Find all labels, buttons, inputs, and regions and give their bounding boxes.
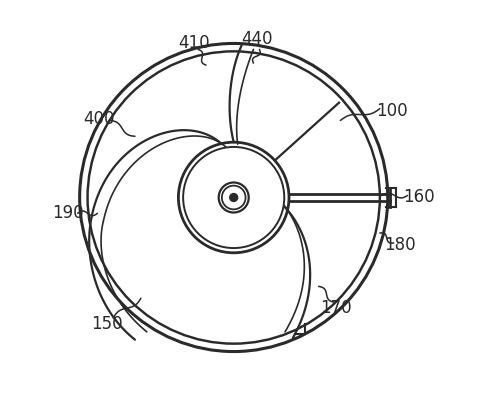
Text: 440: 440 [242, 30, 273, 49]
Circle shape [230, 194, 238, 201]
Text: 190: 190 [52, 204, 84, 222]
Text: 400: 400 [84, 109, 115, 128]
Text: 160: 160 [404, 188, 435, 207]
Text: 180: 180 [384, 236, 415, 254]
Text: 410: 410 [178, 34, 210, 53]
Text: 150: 150 [91, 315, 123, 333]
Text: 100: 100 [376, 102, 408, 120]
Text: 170: 170 [320, 299, 352, 317]
